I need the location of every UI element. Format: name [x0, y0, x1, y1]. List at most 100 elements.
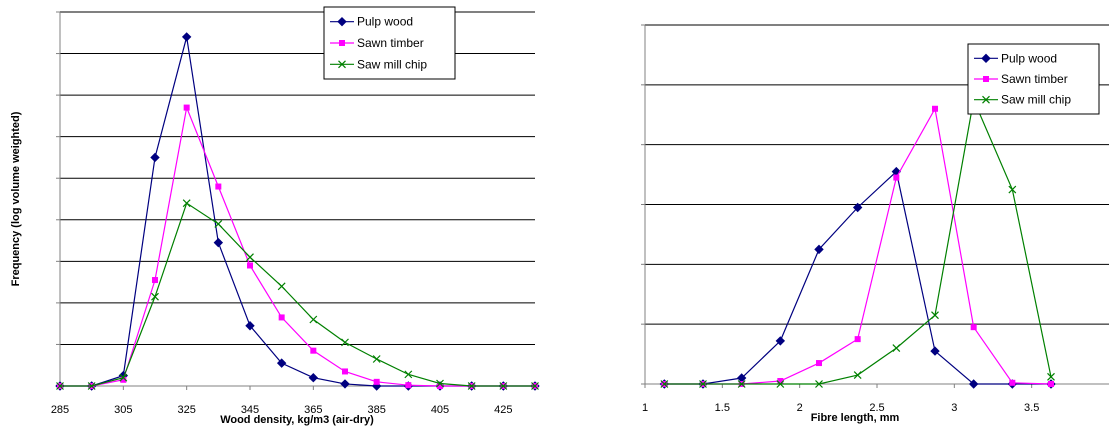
data-point-saw-mill-chip — [246, 253, 254, 262]
x-tick-label: 405 — [431, 404, 449, 416]
legend-label-saw-mill-chip: Saw mill chip — [357, 57, 427, 71]
data-point-pulp-wood — [213, 237, 224, 248]
legend-marker-saw-mill-chip — [338, 60, 346, 69]
data-point-saw-mill-chip-stroke — [119, 373, 128, 382]
data-point-sawn-timber — [816, 360, 822, 367]
series-pulp-wood — [55, 32, 540, 391]
data-point-saw-mill-chip — [372, 355, 381, 363]
data-point-saw-mill-chip-stroke — [404, 370, 413, 379]
data-point-saw-mill-chip — [341, 338, 349, 347]
data-point-saw-mill-chip — [499, 382, 508, 390]
legend-marker-sawn-timber — [983, 76, 989, 82]
legend-marker-saw-mill-chip-stroke — [338, 60, 346, 69]
data-point-sawn-timber — [932, 105, 938, 112]
series-sawn-timber — [57, 104, 538, 389]
data-point-pulp-wood — [150, 152, 160, 163]
data-point-saw-mill-chip — [436, 379, 444, 388]
data-point-sawn-timber — [278, 314, 285, 321]
data-point-sawn-timber — [342, 368, 348, 375]
x-tick-label: 425 — [494, 404, 512, 416]
data-point-pulp-wood — [968, 379, 979, 389]
data-point-saw-mill-chip-stroke — [87, 382, 96, 390]
data-point-sawn-timber — [893, 174, 900, 181]
x-tick-label: 365 — [304, 404, 322, 416]
data-point-pulp-wood — [930, 346, 940, 356]
data-point-saw-mill-chip — [776, 380, 785, 388]
legend-marker-pulp-wood — [337, 16, 347, 27]
data-point-sawn-timber — [405, 382, 412, 389]
x-tick-label: 385 — [367, 404, 385, 416]
data-point-pulp-wood — [340, 379, 350, 389]
data-point-saw-mill-chip-stroke — [246, 253, 254, 262]
x-axis-title: Wood density, kg/m3 (air-dry) — [220, 414, 374, 426]
data-point-saw-mill-chip-stroke — [214, 220, 223, 228]
chart-2: 1 1.5 2 2.5 3 3.5 Fibre length, mm Pulp wood Saw… — [641, 24, 1109, 424]
data-point-saw-mill-chip — [182, 199, 191, 208]
data-point-saw-mill-chip — [404, 370, 413, 379]
legend-label-sawn-timber: Sawn timber — [1001, 72, 1068, 86]
data-point-saw-mill-chip — [737, 380, 746, 388]
data-point-saw-mill-chip — [853, 371, 862, 379]
data-point-sawn-timber — [854, 336, 861, 343]
data-point-saw-mill-chip — [931, 311, 939, 320]
data-point-saw-mill-chip — [214, 220, 223, 228]
series-line-sawn-timber — [664, 107, 1052, 385]
data-point-saw-mill-chip-stroke — [737, 380, 746, 388]
data-point-saw-mill-chip-stroke — [467, 382, 476, 390]
data-point-saw-mill-chip-stroke — [341, 338, 349, 347]
data-point-saw-mill-chip — [531, 382, 539, 390]
x-tick-label: 3.5 — [1024, 402, 1039, 414]
data-point-saw-mill-chip-stroke — [372, 355, 381, 363]
data-point-sawn-timber — [437, 383, 443, 389]
data-point-pulp-wood — [276, 358, 287, 368]
legend-marker-saw-mill-chip — [982, 95, 990, 104]
data-point-sawn-timber — [215, 183, 222, 190]
data-point-sawn-timber — [373, 378, 380, 385]
data-point-saw-mill-chip — [699, 380, 707, 388]
x-axis-title: Fibre length, mm — [811, 412, 900, 424]
data-point-saw-mill-chip — [815, 380, 823, 388]
data-point-saw-mill-chip — [277, 282, 286, 291]
data-point-saw-mill-chip-stroke — [776, 380, 785, 388]
legend-marker-sawn-timber — [339, 40, 345, 46]
y-axis-title: Frequency (log volume weighted) — [10, 111, 22, 286]
data-point-sawn-timber — [310, 347, 317, 354]
data-point-saw-mill-chip-stroke — [815, 380, 823, 388]
series-saw-mill-chip — [660, 95, 1055, 388]
series-line-sawn-timber — [60, 105, 535, 387]
data-point-saw-mill-chip — [56, 382, 64, 390]
data-point-saw-mill-chip-stroke — [309, 315, 318, 324]
data-point-sawn-timber — [1048, 381, 1054, 387]
chart-1: 285 305 325 345 365 385 405 425 Wood density, kg… — [10, 6, 540, 426]
data-point-saw-mill-chip-stroke — [499, 382, 508, 390]
data-point-sawn-timber — [247, 262, 253, 269]
data-point-pulp-wood — [814, 244, 824, 255]
x-tick-label: 2.5 — [869, 402, 884, 414]
x-tick-label: 3 — [951, 402, 957, 414]
data-point-sawn-timber — [152, 277, 158, 284]
data-point-saw-mill-chip — [87, 382, 96, 390]
data-point-saw-mill-chip — [151, 292, 159, 301]
data-point-saw-mill-chip-stroke — [151, 292, 159, 301]
data-point-saw-mill-chip — [1047, 372, 1055, 381]
data-point-saw-mill-chip-stroke — [56, 382, 64, 390]
data-point-saw-mill-chip-stroke — [931, 311, 939, 320]
x-tick-label: 2 — [797, 402, 803, 414]
data-point-sawn-timber — [183, 104, 190, 111]
data-point-saw-mill-chip — [660, 380, 669, 388]
series-line-saw-mill-chip — [60, 202, 535, 387]
legend-label-pulp-wood: Pulp wood — [1001, 51, 1057, 65]
data-point-sawn-timber — [970, 324, 977, 331]
data-point-sawn-timber — [1009, 379, 1016, 386]
x-tick-label: 345 — [241, 404, 259, 416]
legend: Pulp wood Sawn timber Saw mill chip — [323, 6, 456, 80]
data-point-saw-mill-chip — [1008, 185, 1017, 194]
data-point-sawn-timber — [777, 378, 784, 385]
data-point-saw-mill-chip — [119, 373, 128, 382]
legend-marker-pulp-wood — [981, 53, 991, 64]
x-tick-label: 305 — [114, 404, 132, 416]
x-tick-label: 1 — [642, 402, 648, 414]
data-point-pulp-wood — [308, 372, 319, 383]
data-point-pulp-wood — [245, 321, 255, 331]
